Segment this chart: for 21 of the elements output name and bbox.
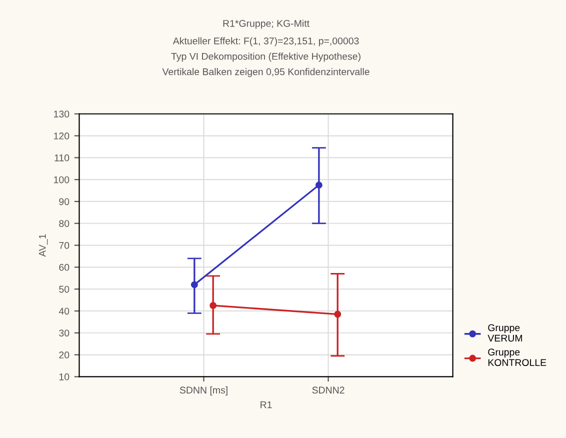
y-tick-label: 20 bbox=[59, 352, 70, 358]
legend-label: Gruppe KONTROLLE bbox=[488, 348, 546, 366]
chart-title: R1*Gruppe; KG-Mitt bbox=[223, 20, 310, 29]
y-tick-label: 130 bbox=[54, 110, 70, 118]
y-tick-label: 50 bbox=[59, 286, 70, 293]
x-tick-label: SDNN [ms] bbox=[180, 386, 228, 396]
y-tick-label: 60 bbox=[59, 264, 70, 271]
y-tick-label: 40 bbox=[58, 308, 70, 315]
y-tick-label: 80 bbox=[59, 220, 70, 227]
y-tick-label: 10 bbox=[59, 373, 70, 380]
chart-subtitle: Aktueller Effekt: F(1, 37)=23,151, p=,00003 Typ VI Dekomposition (Effektive Hypothese) Vertikale Balken zeigen 0,95 Konfidenzintervalle bbox=[162, 37, 370, 78]
y-tick-label: 90 bbox=[59, 198, 70, 206]
y-tick-label: 30 bbox=[59, 330, 70, 336]
y-tick-label: 110 bbox=[54, 154, 70, 162]
x-axis-title: R1 bbox=[260, 401, 272, 408]
x-tick-label: SDNN2 bbox=[312, 386, 344, 394]
y-tick-label: 70 bbox=[59, 242, 70, 249]
legend-label: Gruppe VERUM bbox=[488, 324, 522, 342]
y-tick-label: 120 bbox=[54, 132, 70, 140]
y-axis-title: AV_1 bbox=[39, 234, 48, 257]
y-tick-label: 100 bbox=[54, 176, 70, 184]
